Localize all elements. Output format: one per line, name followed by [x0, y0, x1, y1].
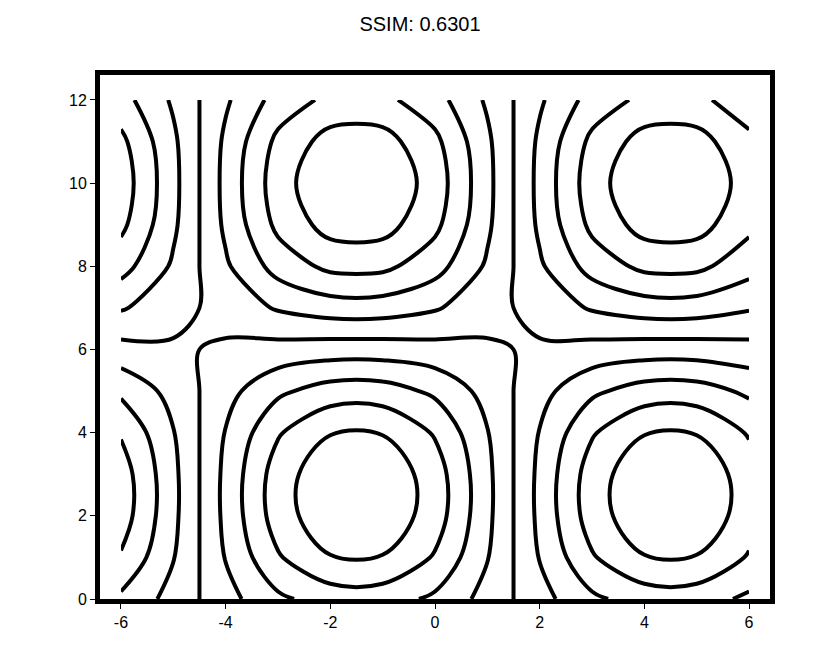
svg-text:0: 0 [431, 614, 440, 631]
svg-text:6: 6 [745, 614, 754, 631]
svg-text:-4: -4 [219, 614, 233, 631]
svg-text:-6: -6 [114, 614, 128, 631]
svg-text:6: 6 [78, 341, 87, 358]
svg-text:8: 8 [78, 258, 87, 275]
svg-text:10: 10 [69, 175, 87, 192]
svg-text:4: 4 [78, 424, 87, 441]
svg-text:-2: -2 [323, 614, 337, 631]
svg-text:2: 2 [535, 614, 544, 631]
svg-text:0: 0 [78, 591, 87, 608]
svg-text:4: 4 [640, 614, 649, 631]
svg-text:2: 2 [78, 507, 87, 524]
svg-text:SSIM: 0.6301: SSIM: 0.6301 [359, 13, 480, 35]
svg-text:12: 12 [69, 92, 87, 109]
